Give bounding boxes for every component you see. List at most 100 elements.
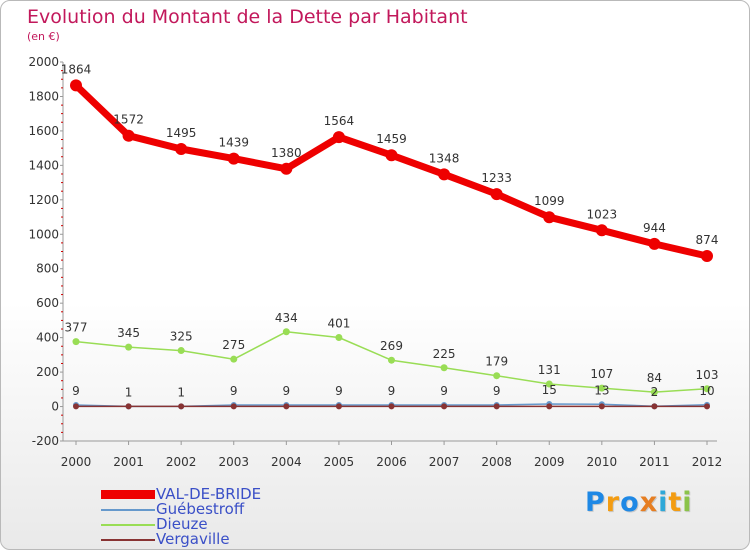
data-label: 1099 [534, 194, 565, 208]
data-point [493, 372, 501, 380]
legend-item: Dieuze [101, 517, 261, 532]
data-label: 1459 [376, 132, 407, 146]
data-label: 944 [643, 221, 666, 235]
data-point [122, 129, 135, 142]
data-label: 1572 [113, 113, 144, 127]
series-val-de-bride: 1864 1572 1495 1439 1380 1564 1459 1348 1233 1099… [61, 62, 719, 262]
legend: VAL-DE-BRIDE Guébestroff Dieuze Vergaville [101, 487, 261, 547]
legend-label: Guébestroff [156, 500, 245, 518]
data-point [651, 403, 658, 410]
data-label: 179 [485, 355, 508, 369]
x-tick-label: 2004 [271, 455, 302, 469]
legend-swatch [101, 538, 155, 541]
data-label: 1348 [429, 151, 460, 165]
data-point [545, 380, 553, 388]
logo-letter: x [639, 487, 659, 518]
logo-letter: t [668, 487, 683, 518]
data-point [385, 149, 398, 162]
y-tick-label: -200 [32, 434, 59, 448]
y-tick-label: 600 [36, 296, 59, 310]
data-label: 225 [433, 347, 456, 361]
data-label: 9 [335, 384, 343, 398]
x-tick-label: 2008 [481, 455, 512, 469]
data-point [493, 403, 500, 410]
data-point [282, 328, 290, 336]
data-label: 107 [590, 367, 613, 381]
data-label: 9 [440, 384, 448, 398]
data-point [335, 403, 342, 410]
data-point [595, 224, 608, 237]
data-point [227, 152, 240, 165]
data-point [704, 403, 710, 410]
data-point [648, 237, 661, 250]
data-label: 131 [538, 363, 561, 377]
proxiti-logo: Proxiti [585, 487, 693, 518]
data-point [598, 403, 605, 410]
data-point [441, 403, 448, 410]
data-label: 15 [542, 383, 557, 397]
data-label: 9 [283, 384, 291, 398]
data-label: 1495 [166, 126, 197, 140]
x-tick-label: 2005 [324, 455, 355, 469]
data-point [175, 142, 188, 155]
data-point [650, 388, 658, 396]
legend-item: VAL-DE-BRIDE [101, 487, 261, 502]
x-tick-label: 2010 [587, 455, 618, 469]
x-tick-label: 2002 [166, 455, 197, 469]
data-point [335, 333, 343, 341]
data-point [438, 168, 451, 181]
data-label: 874 [696, 233, 719, 247]
data-label: 2 [651, 385, 659, 399]
series-line [73, 82, 708, 260]
y-tick-label: 1400 [28, 158, 59, 172]
data-label: 1 [177, 385, 185, 399]
data-label: 1380 [271, 146, 302, 160]
data-label: 1864 [61, 62, 92, 76]
data-point [546, 403, 553, 410]
data-point [230, 355, 238, 363]
x-tick-label: 2001 [113, 455, 144, 469]
data-point [125, 343, 133, 351]
data-label: 269 [380, 339, 403, 353]
data-label: 1564 [324, 114, 355, 128]
data-point [230, 403, 237, 410]
y-tick-label: 1200 [28, 193, 59, 207]
data-label: 9 [230, 384, 238, 398]
data-label: 401 [327, 316, 350, 330]
data-label: 84 [647, 371, 662, 385]
data-label: 345 [117, 326, 140, 340]
data-point [490, 188, 503, 201]
y-tick-label: 1800 [28, 89, 59, 103]
legend-swatch [101, 508, 155, 511]
y-tick-label: 2000 [28, 55, 59, 69]
series-vergaville [73, 403, 710, 410]
data-label: 1 [125, 385, 133, 399]
legend-item: Vergaville [101, 532, 261, 547]
data-point [72, 338, 80, 346]
data-point [388, 356, 395, 364]
data-label: 1023 [587, 207, 618, 221]
x-tick-label: 2011 [639, 455, 670, 469]
data-point [543, 211, 556, 224]
x-tick-label: 2007 [429, 455, 460, 469]
data-label: 434 [275, 311, 298, 325]
data-label: 325 [170, 330, 193, 344]
logo-letter: i [658, 487, 669, 518]
data-label: 1439 [218, 136, 249, 150]
legend-swatch [101, 490, 155, 499]
legend-swatch [101, 523, 155, 526]
legend-label: Vergaville [156, 530, 230, 548]
legend-label: VAL-DE-BRIDE [156, 485, 262, 503]
data-label: 10 [699, 384, 714, 398]
chart-subtitle: (en €) [27, 30, 60, 43]
data-point [178, 403, 185, 410]
data-point [70, 79, 82, 92]
x-tick-label: 2003 [218, 455, 249, 469]
data-label: 1233 [481, 171, 512, 185]
data-point [701, 249, 713, 262]
x-tick-label: 2000 [61, 455, 92, 469]
data-label: 9 [72, 384, 80, 398]
legend-label: Dieuze [156, 515, 208, 533]
